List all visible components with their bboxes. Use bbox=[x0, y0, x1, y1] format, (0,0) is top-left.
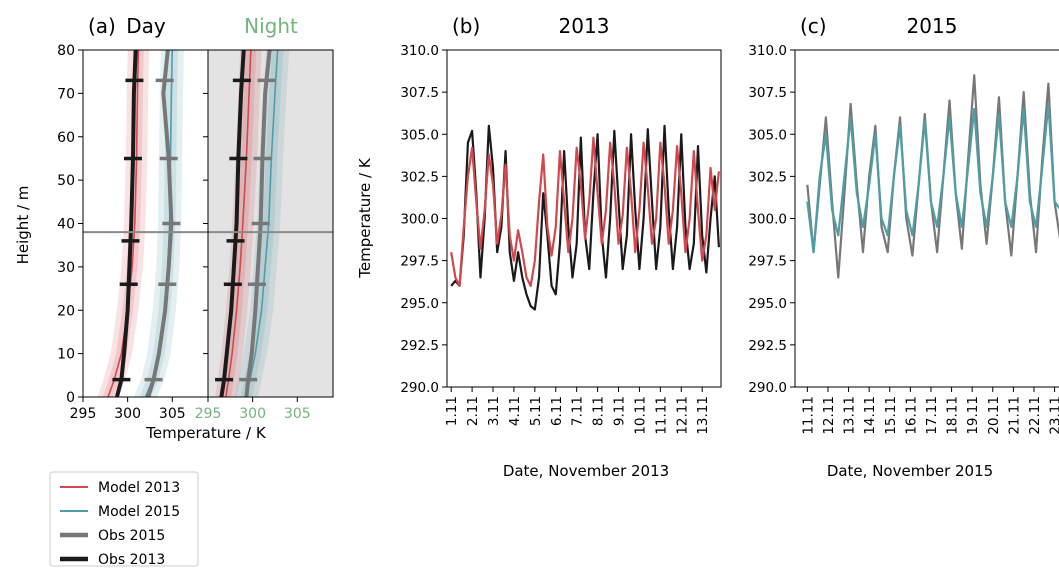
x-tick-label: 9.11 bbox=[612, 396, 628, 426]
x-tick-label: 13.11 bbox=[842, 396, 858, 435]
x-tick-label: 6.11 bbox=[549, 396, 565, 426]
x-tick-label: 13.11 bbox=[695, 396, 711, 435]
y-tick-label: 305.0 bbox=[400, 127, 439, 143]
y-tick-label: 10 bbox=[57, 347, 75, 363]
y-tick-label: 70 bbox=[57, 86, 75, 102]
y-tick-label: 30 bbox=[57, 260, 75, 276]
line-model-2015 bbox=[245, 50, 279, 397]
panel-c-2015: 290.0 292.5 295.0 297.5 300.0 302.5 305.0 307.5… bbox=[748, 14, 1059, 480]
panel-a-night: 295 300 305 Night bbox=[195, 14, 334, 422]
y-tick-label: 302.5 bbox=[400, 169, 439, 185]
x-tick-label: 8.11 bbox=[591, 396, 607, 426]
y-tick-label: 300.0 bbox=[748, 212, 787, 228]
panel-title: Day bbox=[126, 14, 166, 38]
panel-label: (a) bbox=[88, 14, 116, 38]
x-tick-label: 305 bbox=[284, 406, 311, 422]
x-tick-label: 16.11 bbox=[903, 396, 919, 435]
legend-label-obs-2013: Obs 2013 bbox=[98, 552, 165, 568]
legend-label-model-2015: Model 2015 bbox=[98, 504, 180, 520]
panel-title: 2015 bbox=[907, 14, 958, 38]
x-tick-label: 20.11 bbox=[986, 396, 1002, 435]
x-tick-label: 22.11 bbox=[1027, 396, 1043, 435]
y-tick-label: 307.5 bbox=[400, 85, 439, 101]
x-axis-label: Date, November 2013 bbox=[503, 462, 669, 480]
x-tick-label: 21.11 bbox=[1006, 396, 1022, 435]
x-tick-label: 19.11 bbox=[965, 396, 981, 435]
x-axis-label: Temperature / K bbox=[145, 424, 267, 442]
y-tick-label: 50 bbox=[57, 173, 75, 189]
x-tick-label: 11.11 bbox=[653, 396, 669, 435]
x-tick-label: 18.11 bbox=[945, 396, 961, 435]
y-tick-label: 310.0 bbox=[400, 43, 439, 59]
y-tick-label: 292.5 bbox=[400, 338, 439, 354]
x-tick-label: 23.11 bbox=[1048, 396, 1059, 435]
legend: Model 2013 Model 2015 Obs 2015 Obs 2013 bbox=[49, 471, 199, 568]
x-tick-label: 1.11 bbox=[444, 396, 460, 426]
line-obs-2013 bbox=[219, 50, 246, 397]
x-tick-label: 295 bbox=[70, 406, 97, 422]
x-tick-label: 4.11 bbox=[507, 396, 523, 426]
y-tick-label: 297.5 bbox=[400, 254, 439, 270]
legend-label-model-2013: Model 2013 bbox=[98, 480, 180, 496]
x-tick-label: 12.11 bbox=[821, 396, 837, 435]
panel-a-day: 295 300 305 0 10 20 30 40 50 60 70 80 (a) Day Heigh… bbox=[14, 14, 209, 422]
y-tick-label: 0 bbox=[66, 390, 75, 406]
y-tick-label: 60 bbox=[57, 130, 75, 146]
x-axis-label: Date, November 2015 bbox=[827, 462, 993, 480]
line-model-2013 bbox=[107, 50, 140, 397]
line-model-2013 bbox=[450, 136, 721, 287]
panel-label: (b) bbox=[452, 14, 480, 38]
y-tick-label: 295.0 bbox=[748, 296, 787, 312]
panel-title: Night bbox=[244, 14, 298, 38]
y-tick-label: 300.0 bbox=[400, 212, 439, 228]
x-tick-label: 10.11 bbox=[632, 396, 648, 435]
y-tick-label: 80 bbox=[57, 43, 75, 59]
y-axis-label: Temperature / K bbox=[356, 157, 374, 279]
line-obs-2015 bbox=[244, 50, 272, 397]
line-obs-2013 bbox=[114, 50, 138, 397]
y-tick-label: 290.0 bbox=[748, 380, 787, 396]
y-tick-label: 302.5 bbox=[748, 169, 787, 185]
line-obs-2015 bbox=[146, 50, 174, 397]
x-tick-label: 300 bbox=[239, 406, 266, 422]
panel-label: (c) bbox=[800, 14, 827, 38]
line-model-2015 bbox=[806, 102, 1059, 254]
x-tick-label: 12.11 bbox=[674, 396, 690, 435]
y-tick-label: 292.5 bbox=[748, 338, 787, 354]
x-tick-label: 5.11 bbox=[528, 396, 544, 426]
panel-title: 2013 bbox=[559, 14, 610, 38]
x-tick-label: 17.11 bbox=[924, 396, 940, 435]
plot-area-day bbox=[83, 50, 208, 397]
y-tick-label: 20 bbox=[57, 303, 75, 319]
x-tick-label: 15.11 bbox=[883, 396, 899, 435]
x-tick-label: 3.11 bbox=[486, 396, 502, 426]
x-tick-label: 14.11 bbox=[862, 396, 878, 435]
y-tick-label: 305.0 bbox=[748, 127, 787, 143]
x-tick-label: 2.11 bbox=[465, 396, 481, 426]
panel-b-2013: 290.0 292.5 295.0 297.5 300.0 302.5 305.0 307.5… bbox=[356, 14, 722, 480]
y-tick-label: 290.0 bbox=[400, 380, 439, 396]
y-axis-label: Height / m bbox=[14, 186, 32, 265]
y-tick-label: 40 bbox=[57, 217, 75, 233]
y-tick-label: 297.5 bbox=[748, 254, 787, 270]
y-tick-label: 310.0 bbox=[748, 43, 787, 59]
x-tick-label: 300 bbox=[114, 406, 141, 422]
y-tick-label: 307.5 bbox=[748, 85, 787, 101]
x-tick-label: 295 bbox=[195, 406, 222, 422]
x-tick-label: 11.11 bbox=[800, 396, 816, 435]
y-tick-label: 295.0 bbox=[400, 296, 439, 312]
line-obs-2015 bbox=[806, 74, 1059, 279]
x-tick-label: 7.11 bbox=[570, 396, 586, 426]
legend-frame bbox=[49, 471, 199, 567]
legend-label-obs-2015: Obs 2015 bbox=[98, 528, 165, 544]
line-model-2013 bbox=[225, 50, 252, 397]
x-tick-label: 305 bbox=[159, 406, 186, 422]
